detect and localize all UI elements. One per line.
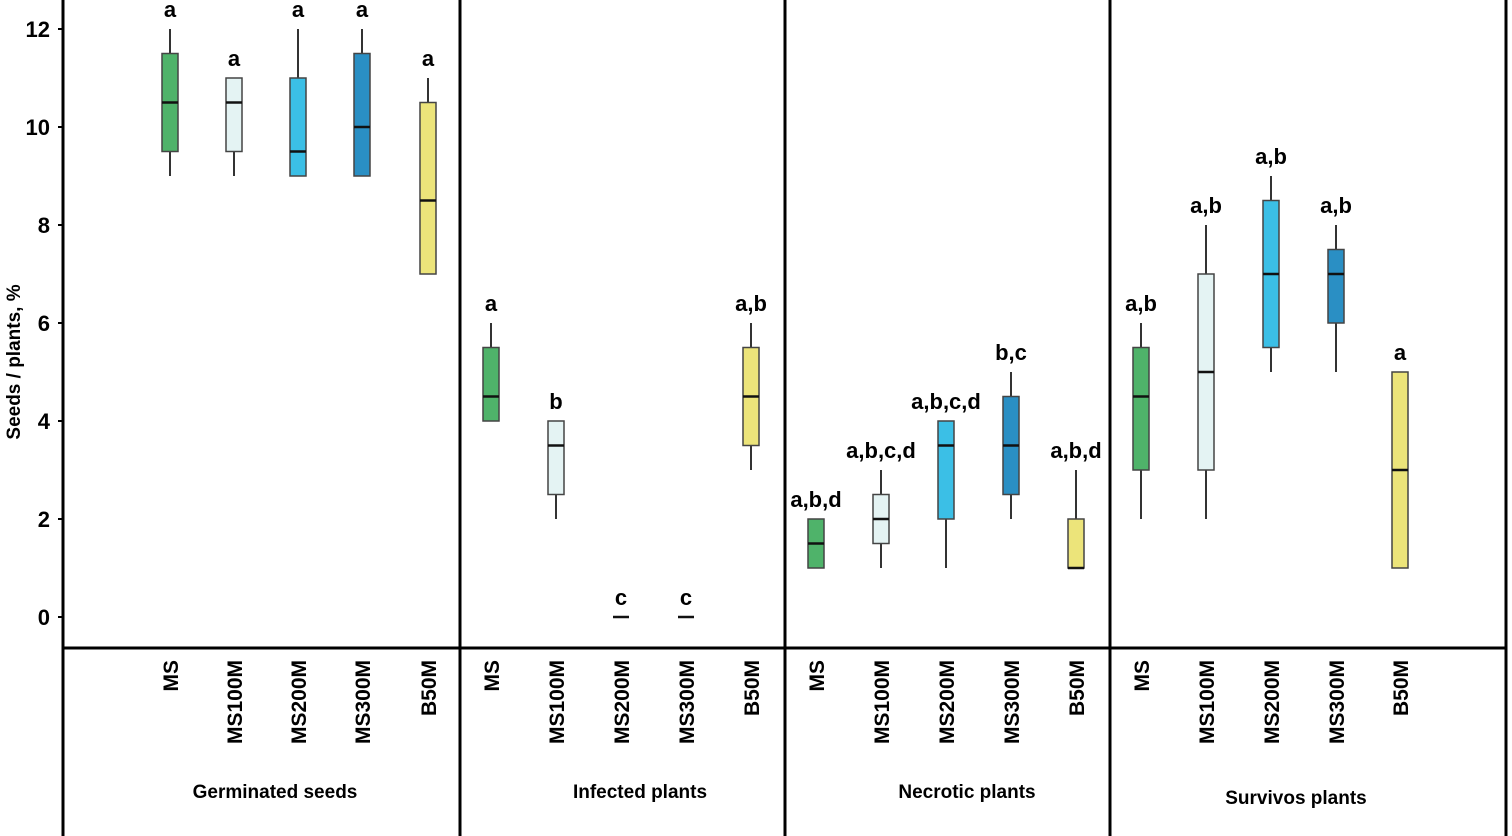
box: a,b,d — [1050, 438, 1102, 570]
significance-label: b,c — [995, 340, 1027, 365]
y-tick-label: 2 — [38, 507, 50, 532]
y-tick-label: 12 — [26, 17, 50, 42]
significance-label: a,b — [1320, 193, 1352, 218]
category-label: MS200M — [936, 660, 959, 744]
box-body — [1327, 248, 1345, 324]
significance-label: a,b — [1255, 144, 1287, 169]
plot-groups: a MS a MS100M a MS200M a MS300M a B50M Germinated … — [160, 0, 1413, 809]
significance-label: a,b — [735, 291, 767, 316]
box: a — [161, 0, 179, 176]
category-label: B50M — [741, 660, 764, 716]
group-panel: a,b,d MS a,b,c,d MS100M a,b,c,d MS200M b,c MS30… — [790, 340, 1101, 803]
box: a,b,d — [790, 487, 842, 569]
significance-label: a — [422, 46, 435, 71]
box: b,c — [995, 340, 1027, 519]
significance-label: a — [228, 46, 241, 71]
box: a,b,c,d — [846, 438, 916, 568]
box-body — [1132, 346, 1150, 471]
box-body — [419, 101, 437, 275]
category-label: MS100M — [1196, 660, 1219, 744]
box: a — [482, 291, 500, 422]
significance-label: a,b — [1190, 193, 1222, 218]
box-body — [547, 420, 565, 496]
significance-label: a — [164, 0, 177, 22]
category-label: MS300M — [352, 660, 375, 744]
category-label: MS — [481, 660, 504, 692]
group-panel: a,b MS a,b MS100M a,b MS200M a,b MS300M a B50M Sur… — [1125, 144, 1413, 809]
significance-label: a,b,d — [1050, 438, 1101, 463]
category-label: MS100M — [224, 660, 247, 744]
significance-label: c — [615, 585, 627, 610]
significance-label: c — [680, 585, 692, 610]
category-label: MS — [806, 660, 829, 692]
box-body — [353, 52, 371, 177]
category-label: MS200M — [1261, 660, 1284, 744]
y-axis: 0 2 4 6 8 10 12 — [26, 17, 63, 630]
significance-label: a — [292, 0, 305, 22]
significance-label: a,b — [1125, 291, 1157, 316]
y-tick-label: 8 — [38, 213, 50, 238]
group-label: Germinated seeds — [193, 782, 358, 803]
box: a — [1391, 340, 1409, 569]
box: a — [419, 46, 437, 275]
category-label: MS — [160, 660, 183, 692]
category-label: MS300M — [1326, 660, 1349, 744]
category-label: MS300M — [676, 660, 699, 744]
box: a,b,c,d — [911, 389, 981, 568]
significance-label: a,b,c,d — [846, 438, 916, 463]
significance-label: b — [549, 389, 562, 414]
group-label: Necrotic plants — [898, 782, 1035, 803]
significance-label: a — [1394, 340, 1407, 365]
box: c — [678, 585, 694, 619]
group-label: Survivos plants — [1225, 788, 1367, 809]
box: a — [225, 46, 243, 176]
category-label: MS300M — [1001, 660, 1024, 744]
box: a,b — [1320, 193, 1352, 372]
box-body — [289, 77, 307, 177]
box: a,b — [1190, 193, 1222, 519]
category-label: MS200M — [611, 660, 634, 744]
box: a,b — [1125, 291, 1157, 519]
category-label: B50M — [1390, 660, 1413, 716]
category-label: MS — [1131, 660, 1154, 692]
y-tick-label: 10 — [26, 115, 50, 140]
box: a,b — [1255, 144, 1287, 372]
chart-frame — [61, 0, 1508, 836]
y-tick-label: 0 — [38, 605, 50, 630]
group-panel: a MS a MS100M a MS200M a MS300M a B50M Germinated … — [160, 0, 441, 803]
group-label: Infected plants — [573, 782, 707, 803]
box: a,b — [735, 291, 767, 470]
box-body — [482, 346, 500, 422]
category-label: MS100M — [546, 660, 569, 744]
significance-label: a,b,d — [790, 487, 841, 512]
box: a — [289, 0, 307, 177]
significance-label: a — [356, 0, 369, 22]
y-axis-label: Seeds / plants, % — [4, 284, 25, 439]
category-label: MS100M — [871, 660, 894, 744]
y-tick-label: 4 — [38, 409, 51, 434]
box: c — [613, 585, 629, 619]
box-body — [937, 420, 955, 520]
category-label: MS200M — [288, 660, 311, 744]
category-label: B50M — [1066, 660, 1089, 716]
box-body — [225, 77, 243, 153]
box: a — [353, 0, 371, 177]
group-panel: a MS b MS100M c MS200M c MS300M a,b B50M Infected … — [481, 291, 767, 803]
box: b — [547, 389, 565, 519]
significance-label: a — [485, 291, 498, 316]
category-label: B50M — [418, 660, 441, 716]
box-body — [1067, 518, 1085, 569]
y-tick-label: 6 — [38, 311, 50, 336]
significance-label: a,b,c,d — [911, 389, 981, 414]
